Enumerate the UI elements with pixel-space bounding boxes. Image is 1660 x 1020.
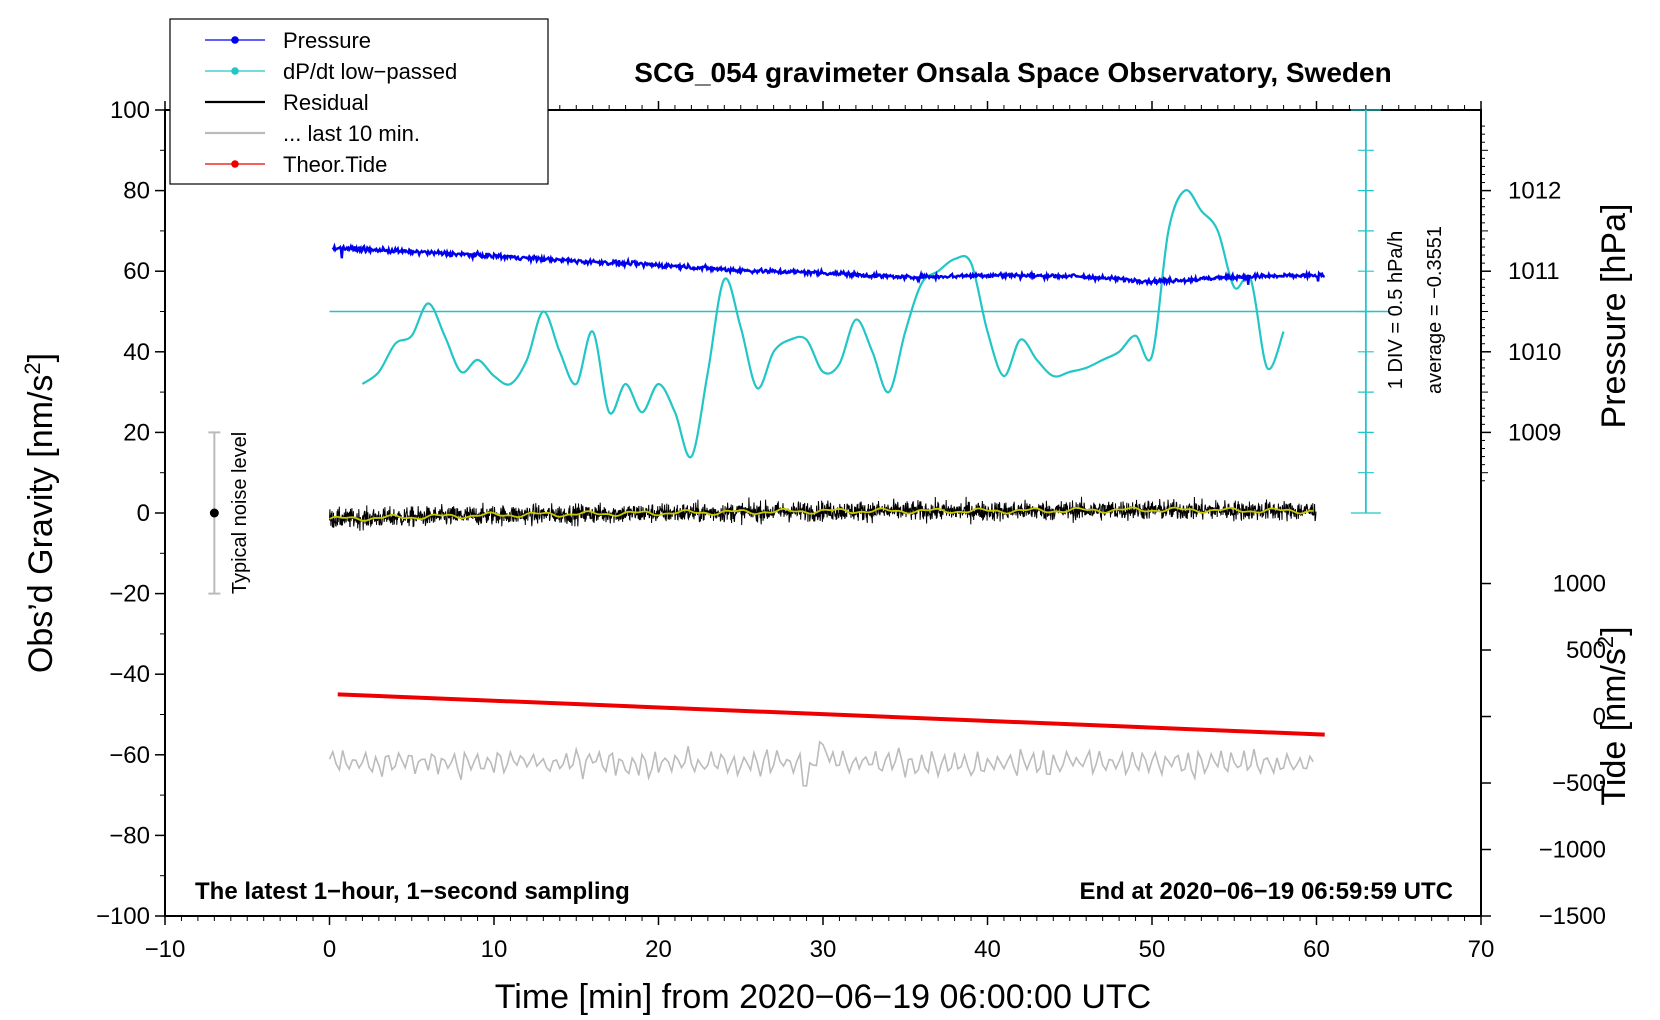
x-tick-label-7: 60 — [1303, 936, 1330, 963]
pressure-axis-label: Pressure [hPa] — [1595, 204, 1633, 429]
x-tick-label-2: 10 — [481, 936, 508, 963]
legend-marker-4 — [231, 160, 239, 168]
tide-axis-label-main: Tide [nm/s — [1595, 648, 1633, 805]
pressure-line — [331, 242, 1326, 287]
x-tick-label-0: −10 — [145, 936, 186, 963]
data-layer — [328, 189, 1391, 787]
end-time-note: End at 2020−06−19 06:59:59 UTC — [1079, 878, 1453, 905]
x-tick-label-6: 50 — [1139, 936, 1166, 963]
tide-line — [337, 692, 1325, 737]
legend-label-2: Residual — [283, 90, 369, 115]
y-tick-label-0: −100 — [96, 903, 150, 930]
sampling-note: The latest 1−hour, 1−second sampling — [195, 878, 630, 905]
residual-smoothed-line — [329, 506, 1314, 522]
y-axis-label-sup: 2 — [20, 362, 45, 374]
y-tick-label-9: 80 — [123, 178, 150, 205]
pressure-tick-label-1: 1010 — [1508, 339, 1561, 366]
legend-label-1: dP/dt low−passed — [283, 59, 457, 84]
noise-center-dot — [209, 508, 219, 518]
tide-tick-label-5: −1500 — [1539, 903, 1606, 930]
legend-marker-0 — [231, 36, 239, 44]
x-tick-label-4: 30 — [810, 936, 837, 963]
y-tick-label-4: −20 — [109, 581, 150, 608]
last10-line — [328, 740, 1314, 787]
legend-items: Pressure dP/dt low−passed Residual ... last… — [205, 28, 457, 177]
y-tick-label-3: −40 — [109, 661, 150, 688]
y-axis-label-main: Obs’d Gravity [nm/s — [22, 375, 60, 674]
x-axis-label: Time [min] from 2020−06−19 06:00:00 UTC — [495, 978, 1151, 1016]
dpdt-average-label: average = −0.3551 — [1424, 226, 1446, 394]
y-tick-label-10: 100 — [110, 97, 150, 124]
dpdt-line — [361, 189, 1285, 459]
pressure-tick-label-0: 1009 — [1508, 419, 1561, 446]
legend: Pressure dP/dt low−passed Residual ... last… — [169, 18, 549, 185]
noise-level-label: Typical noise level — [229, 432, 251, 594]
tide-tick-label-2: 0 — [1593, 704, 1606, 731]
x-tick-label-5: 40 — [974, 936, 1001, 963]
y-tick-label-2: −60 — [109, 742, 150, 769]
y-tick-label-5: 0 — [137, 500, 150, 527]
tide-tick-label-0: 1000 — [1553, 571, 1606, 598]
tide-axis-label-sup: 2 — [1593, 636, 1618, 648]
legend-label-4: Theor.Tide — [283, 152, 387, 177]
x-tick-label-1: 0 — [323, 936, 336, 963]
y-tick-label-6: 20 — [123, 419, 150, 446]
legend-marker-1 — [231, 67, 239, 75]
legend-label-3: ... last 10 min. — [283, 121, 420, 146]
y-axis-label: Obs’d Gravity [nm/s2] — [20, 353, 61, 673]
y-axis-label-end: ] — [22, 353, 60, 362]
tide-axis-label-end: ] — [1595, 626, 1633, 635]
tide-axis-label: Tide [nm/s2] — [1593, 626, 1634, 805]
dpdt-division-label: 1 DIV = 0.5 hPa/h — [1385, 231, 1407, 389]
chart-title: SCG_054 gravimeter Onsala Space Observat… — [634, 57, 1391, 88]
axes-layer: −10 0 10 20 30 40 50 60 70−100−80−60−40−20020406… — [96, 97, 1606, 963]
y-tick-label-7: 40 — [123, 339, 150, 366]
tide-tick-label-1: 500 — [1566, 637, 1606, 664]
y-tick-label-1: −80 — [109, 822, 150, 849]
pressure-tick-label-2: 1011 — [1508, 258, 1560, 285]
residual-line — [329, 496, 1317, 531]
legend-label-0: Pressure — [283, 28, 371, 53]
pressure-tick-label-3: 1012 — [1508, 178, 1561, 205]
y-tick-label-8: 60 — [123, 258, 150, 285]
tide-tick-label-4: −1000 — [1539, 837, 1606, 864]
x-tick-label-8: 70 — [1468, 936, 1495, 963]
tide-tick-label-3: −500 — [1552, 770, 1606, 797]
x-tick-label-3: 20 — [645, 936, 672, 963]
